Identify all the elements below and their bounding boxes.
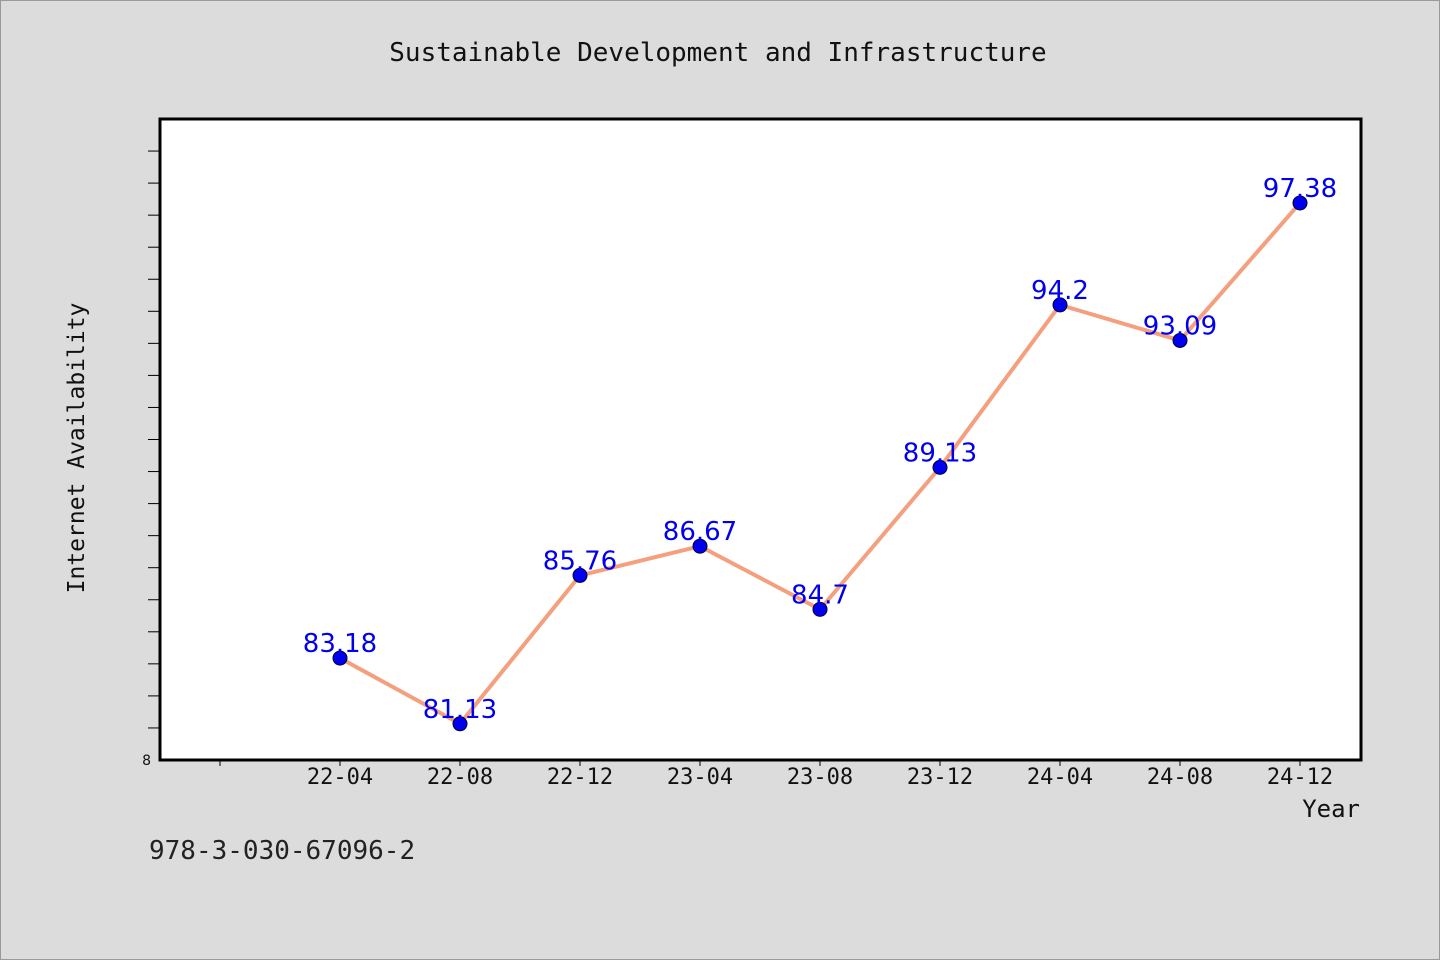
chart-title: Sustainable Development and Infrastructu… bbox=[389, 38, 1046, 68]
data-point bbox=[812, 601, 828, 617]
x-tick-label: 23-04 bbox=[667, 765, 733, 790]
plot-area bbox=[158, 117, 1363, 762]
data-point bbox=[932, 459, 948, 475]
data-point bbox=[1292, 195, 1308, 211]
y-axis-label: Internet Availability bbox=[64, 303, 90, 594]
data-label: 86.67 bbox=[663, 517, 737, 547]
x-tick-label: 22-04 bbox=[307, 765, 373, 790]
y-axis-ticks bbox=[148, 150, 160, 729]
x-axis-ticks bbox=[219, 760, 1301, 766]
data-labels: 83.18 81.13 85.76 86.67 84.7 89.13 94.2 93.09 97… bbox=[303, 174, 1337, 725]
x-tick-label: 22-12 bbox=[547, 765, 613, 790]
data-point bbox=[1172, 332, 1188, 348]
x-tick-label: 22-08 bbox=[427, 765, 493, 790]
data-label: 85.76 bbox=[543, 546, 617, 576]
data-label: 94.2 bbox=[1031, 276, 1089, 306]
x-axis-label: Year bbox=[1302, 795, 1360, 823]
data-point bbox=[1052, 297, 1068, 313]
x-tick-labels: 22-04 22-08 22-12 23-04 23-08 23-12 24-04 24-08… bbox=[307, 765, 1333, 790]
data-point bbox=[572, 567, 588, 583]
data-label: 89.13 bbox=[903, 438, 977, 468]
isbn-text: 978-3-030-67096-2 bbox=[149, 836, 416, 866]
data-label: 83.18 bbox=[303, 629, 377, 659]
data-point bbox=[452, 716, 468, 732]
x-tick-label: 23-12 bbox=[907, 765, 973, 790]
x-tick-label: 23-08 bbox=[787, 765, 853, 790]
series-markers bbox=[332, 195, 1308, 732]
data-label: 84.7 bbox=[791, 580, 849, 610]
x-tick-label: 24-04 bbox=[1027, 765, 1093, 790]
data-point bbox=[332, 650, 348, 666]
data-label: 97.38 bbox=[1263, 174, 1337, 204]
data-point bbox=[692, 538, 708, 554]
data-label: 81.13 bbox=[423, 695, 497, 725]
x-tick-label: 24-08 bbox=[1147, 765, 1213, 790]
data-label: 93.09 bbox=[1143, 311, 1217, 341]
x-tick-label: 24-12 bbox=[1267, 765, 1333, 790]
y-tick-label: 8 bbox=[142, 753, 151, 769]
